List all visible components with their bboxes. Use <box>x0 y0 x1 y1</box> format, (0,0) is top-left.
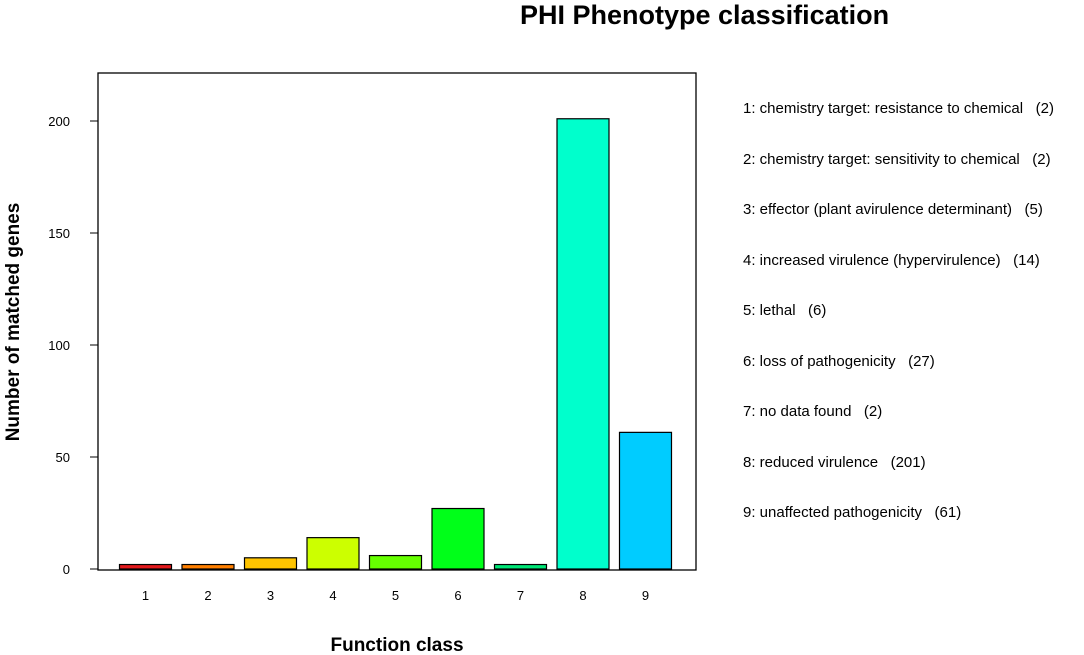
chart-title: PHI Phenotype classification <box>520 0 890 30</box>
x-tick-label: 8 <box>579 588 586 603</box>
legend-item-8: 8: reduced virulence (201) <box>743 453 926 471</box>
x-tick-label: 6 <box>454 588 461 603</box>
x-tick-label: 7 <box>517 588 524 603</box>
legend-item-6: 6: loss of pathogenicity (27) <box>743 352 935 370</box>
legend-item-2: 2: chemistry target: sensitivity to chem… <box>743 150 1051 168</box>
x-tick-label: 5 <box>392 588 399 603</box>
legend-item-3: 3: effector (plant avirulence determinan… <box>743 201 1043 218</box>
legend: 1: chemistry target: resistance to chemi… <box>743 98 1054 553</box>
y-tick-label: 200 <box>48 114 70 129</box>
bar-3 <box>243 557 298 570</box>
bar-6 <box>431 507 485 570</box>
bar-4 <box>306 537 360 570</box>
bar-7 <box>493 563 548 570</box>
y-tick-label: 150 <box>48 226 70 241</box>
legend-item-1: 1: chemistry target: resistance to chemi… <box>743 100 1054 117</box>
y-tick-label: 100 <box>48 338 70 353</box>
bar-1 <box>118 563 173 570</box>
x-tick-label: 3 <box>267 588 274 603</box>
legend-item-9: 9: unaffected pathogenicity (61) <box>743 504 962 521</box>
x-tick-label: 4 <box>329 588 336 603</box>
y-tick-label: 50 <box>56 450 70 465</box>
bar-5 <box>368 554 423 570</box>
bar-9 <box>618 431 673 570</box>
x-tick-label: 9 <box>642 588 649 603</box>
x-axis-title: Function class <box>330 635 463 655</box>
x-tick-label: 2 <box>204 588 211 603</box>
x-tick-label: 1 <box>142 588 149 603</box>
legend-item-7: 7: no data found (2) <box>743 403 883 420</box>
y-axis-title: Number of matched genes <box>3 203 24 442</box>
bar-8 <box>556 118 610 570</box>
y-tick-label: 0 <box>63 562 70 577</box>
legend-item-5: 5: lethal (6) <box>743 302 827 319</box>
bar-2 <box>181 563 235 570</box>
legend-item-4: 4: increased virulence (hypervirulence) … <box>743 251 1040 269</box>
